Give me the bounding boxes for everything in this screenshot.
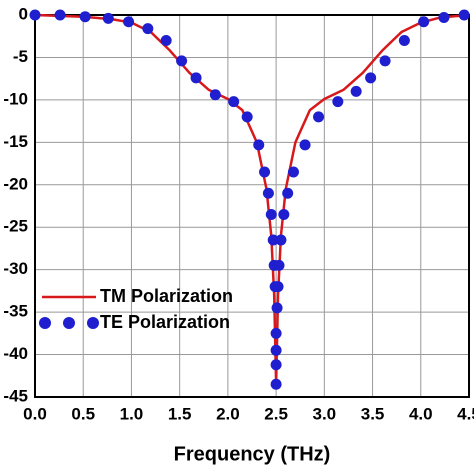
y-tick-label: -25 bbox=[3, 217, 28, 236]
x-tick-label: 1.0 bbox=[120, 404, 144, 423]
data-point bbox=[228, 96, 240, 108]
y-tick-label: -15 bbox=[3, 132, 28, 151]
data-point bbox=[54, 9, 66, 21]
data-point bbox=[190, 72, 202, 84]
data-point bbox=[398, 34, 410, 46]
data-point bbox=[332, 96, 344, 108]
data-point bbox=[241, 111, 253, 123]
x-tick-label: 4.0 bbox=[409, 404, 433, 423]
y-tick-label: -5 bbox=[13, 47, 28, 66]
x-tick-label: 3.0 bbox=[313, 404, 337, 423]
data-point bbox=[267, 234, 279, 246]
data-point bbox=[287, 166, 299, 178]
x-tick-label: 2.5 bbox=[264, 404, 288, 423]
data-point bbox=[142, 23, 154, 35]
data-point bbox=[160, 34, 172, 46]
data-point bbox=[123, 16, 135, 28]
data-point bbox=[272, 281, 284, 293]
x-tick-label: 2.0 bbox=[216, 404, 240, 423]
data-point bbox=[79, 11, 91, 23]
legend-label: TM Polarization bbox=[100, 286, 233, 306]
y-tick-label: -40 bbox=[3, 344, 28, 363]
data-point bbox=[29, 9, 41, 21]
data-point bbox=[271, 302, 283, 314]
legend-marker bbox=[87, 317, 99, 329]
x-tick-label: 1.5 bbox=[168, 404, 192, 423]
data-point bbox=[270, 378, 282, 390]
data-point bbox=[379, 55, 391, 67]
data-point bbox=[176, 55, 188, 67]
y-tick-label: -45 bbox=[3, 386, 28, 405]
data-point bbox=[438, 12, 450, 24]
x-tick-label: 3.5 bbox=[361, 404, 385, 423]
y-tick-label: -20 bbox=[3, 174, 28, 193]
data-point bbox=[262, 187, 274, 199]
data-point bbox=[299, 139, 311, 151]
data-point bbox=[270, 327, 282, 339]
y-tick-label: -10 bbox=[3, 89, 28, 108]
data-point bbox=[102, 12, 114, 24]
data-point bbox=[350, 85, 362, 97]
y-tick-label: -35 bbox=[3, 302, 28, 321]
data-point bbox=[259, 166, 271, 178]
x-tick-label: 0.5 bbox=[71, 404, 95, 423]
y-tick-label: 0 bbox=[19, 4, 28, 23]
data-point bbox=[270, 359, 282, 371]
x-tick-label: 4.5 bbox=[457, 404, 474, 423]
data-point bbox=[365, 72, 377, 84]
data-line bbox=[34, 13, 470, 386]
x-axis-label: Frequency (THz) bbox=[174, 443, 331, 465]
data-point bbox=[273, 259, 285, 271]
legend-marker bbox=[63, 317, 75, 329]
data-point bbox=[253, 139, 265, 151]
data-point bbox=[418, 16, 430, 28]
data-point bbox=[275, 234, 287, 246]
data-point bbox=[458, 9, 470, 21]
data-point bbox=[265, 208, 277, 220]
data-point bbox=[270, 344, 282, 356]
data-point bbox=[209, 89, 221, 101]
y-tick-label: -30 bbox=[3, 259, 28, 278]
x-tick-label: 0.0 bbox=[23, 404, 47, 423]
data-point bbox=[282, 187, 294, 199]
data-point bbox=[313, 111, 325, 123]
data-point bbox=[278, 208, 290, 220]
plot-frame bbox=[34, 14, 470, 398]
legend-marker bbox=[39, 317, 51, 329]
legend-label: TE Polarization bbox=[100, 312, 230, 332]
